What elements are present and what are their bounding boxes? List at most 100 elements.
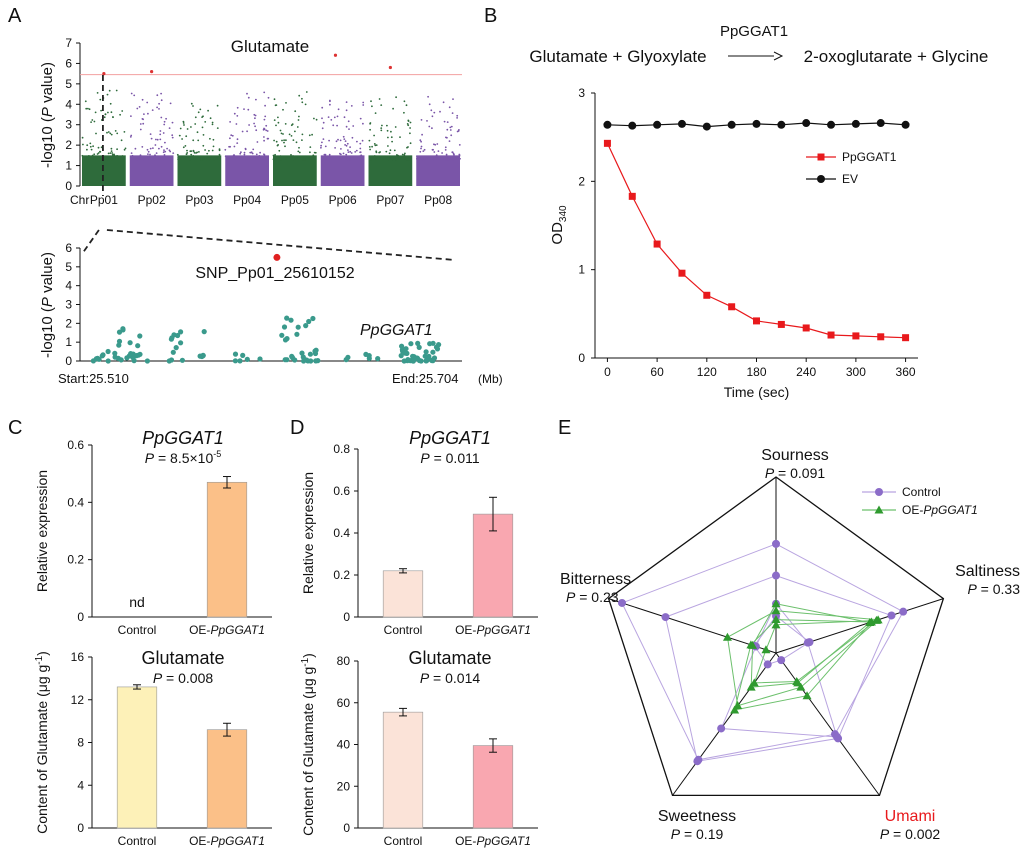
y-tick-label: 0.8 [333, 442, 350, 456]
p-value-label: P = 8.5×10-5 [145, 449, 222, 466]
y-tick-label: 4 [77, 778, 84, 792]
y-tick-label: 0.6 [67, 438, 84, 452]
snp-point [349, 150, 352, 153]
panel-label-b: B [484, 5, 497, 27]
snp-point [94, 158, 97, 161]
snp-point [442, 101, 445, 104]
snp-point [359, 151, 361, 154]
snp-point [421, 158, 424, 161]
snp-point [171, 136, 174, 139]
snp-point [439, 110, 441, 113]
top-hit-point [150, 70, 154, 74]
snp-point [361, 139, 364, 142]
snp-point [171, 158, 174, 161]
snp-point [282, 357, 288, 363]
snp-point [283, 141, 285, 144]
snp-point [345, 354, 351, 360]
snp-point [396, 154, 398, 156]
snp-point [250, 151, 253, 154]
snp-point [116, 132, 119, 135]
snp-point [99, 157, 102, 160]
snp-point [299, 350, 305, 356]
snp-point [112, 350, 118, 356]
snp-point [379, 151, 381, 153]
snp-point [159, 138, 162, 141]
snp-point [281, 324, 288, 330]
snp-point [403, 100, 406, 103]
snp-point [82, 143, 84, 146]
snp-point [423, 349, 429, 355]
y-tick-label: 0.4 [333, 526, 350, 540]
snp-point [404, 157, 406, 160]
snp-point [190, 153, 193, 156]
y-tick-label: 0 [65, 179, 72, 193]
snp-point [309, 151, 311, 154]
snp-point [301, 101, 304, 104]
top-hit-point [388, 65, 392, 70]
snp-point [344, 140, 347, 143]
data-point-PpGGAT1 [728, 303, 736, 311]
snp-point [350, 152, 353, 154]
snp-point [436, 143, 439, 145]
c-glutamate-bar-chart: 0 4 8 12 16 Glutamate P = 0.008 Content of Glut… [34, 648, 272, 848]
snp-point [385, 150, 388, 153]
snp-point [196, 158, 198, 161]
radar-marker-Control [772, 539, 780, 548]
y-tick-label: 1 [65, 159, 72, 173]
snp-point [136, 107, 139, 110]
snp-point [232, 351, 239, 357]
snp-point [153, 158, 156, 161]
legend-label-EV: EV [842, 172, 858, 186]
snp-point [130, 92, 133, 95]
radar-marker-OE-PpGGAT1 [865, 618, 875, 627]
snp-point [139, 128, 142, 131]
snp-point [445, 136, 447, 139]
snp-point [328, 139, 330, 142]
snp-point [148, 158, 151, 161]
snp-point [340, 148, 342, 150]
snp-point [233, 145, 236, 148]
radar-marker-OE-PpGGAT1 [796, 682, 806, 691]
snp-point [419, 150, 422, 153]
y-tick-label: 2 [578, 174, 585, 188]
snp-point [312, 155, 315, 158]
snp-point [154, 155, 157, 158]
snp-point [218, 153, 221, 156]
snp-point [298, 151, 301, 154]
snp-point [141, 146, 144, 148]
radar-marker-Control [887, 611, 896, 620]
snp-point [403, 111, 405, 114]
snp-point [409, 157, 412, 159]
snp-point [230, 134, 233, 137]
snp-point [407, 146, 409, 148]
radar-series-polygon-OE-PpGGAT1 [726, 610, 880, 707]
lead-snp-label: SNP_Pp01_25610152 [195, 265, 354, 282]
snp-point [275, 158, 278, 161]
snp-point [434, 157, 436, 160]
chromosome-band-Pp04 [225, 155, 269, 186]
y-tick-label: 0 [77, 821, 84, 835]
snp-point [375, 144, 378, 147]
snp-point [205, 158, 208, 161]
snp-point [263, 158, 266, 161]
legend-marker-OE-PpGGAT1 [874, 505, 884, 514]
snp-point [110, 111, 113, 114]
snp-point [218, 148, 221, 151]
snp-point [322, 158, 325, 161]
snp-point [144, 358, 150, 364]
snp-point [183, 158, 186, 161]
reaction-products: 2-oxoglutarate + Glycine [804, 47, 989, 66]
radar-outer-pentagon [607, 476, 945, 797]
snp-point [141, 118, 144, 120]
y-tick-label: 4 [65, 97, 72, 111]
snp-point [134, 158, 136, 160]
snp-point [345, 144, 348, 147]
snp-point [255, 98, 257, 101]
snp-point [418, 157, 421, 160]
snp-point [349, 156, 351, 159]
snp-point [373, 134, 375, 137]
snp-point [406, 123, 409, 125]
data-point-PpGGAT1 [902, 334, 910, 342]
snp-point [160, 92, 163, 95]
snp-point [216, 127, 219, 129]
